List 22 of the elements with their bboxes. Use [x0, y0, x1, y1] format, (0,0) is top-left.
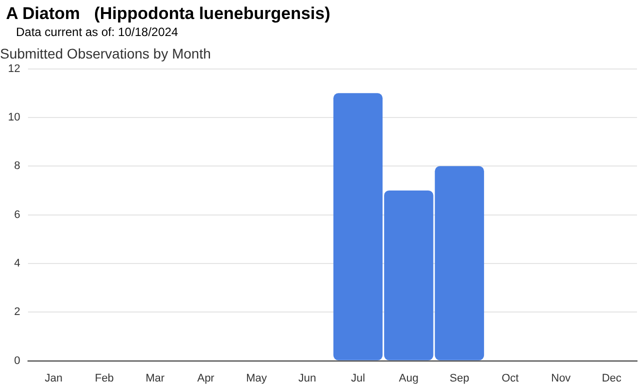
x-tick-label: Oct [502, 372, 519, 384]
chart-subtitle: Data current as of: 10/18/2024 [16, 25, 178, 39]
y-tick-label: 6 [14, 208, 20, 221]
y-tick-label: 4 [14, 258, 20, 270]
y-tick-label: 0 [14, 354, 20, 367]
y-tick-label: 10 [8, 112, 20, 124]
x-tick-label: Sep [450, 372, 470, 384]
x-tick-label: Apr [197, 372, 215, 384]
x-tick-label: Feb [94, 372, 114, 384]
x-tick-label: Nov [551, 372, 572, 384]
x-tick-label: Jan [44, 372, 62, 384]
x-tick-label: Jun [298, 372, 316, 384]
x-tick-label: Jul [350, 372, 366, 384]
x-tick-label: Mar [146, 372, 165, 384]
x-tick-label: Aug [398, 372, 418, 384]
y-tick-label: 2 [14, 306, 20, 318]
x-tick-label: May [246, 372, 268, 384]
y-tick-label: 12 [8, 62, 20, 75]
y-tick-label: 8 [14, 160, 20, 172]
x-tick-label: Dec [602, 372, 622, 384]
text: Submitted Observations by Month [0, 45, 211, 62]
chart-title: A Diatom (Hippodonta lueneburgensis) [6, 4, 330, 24]
